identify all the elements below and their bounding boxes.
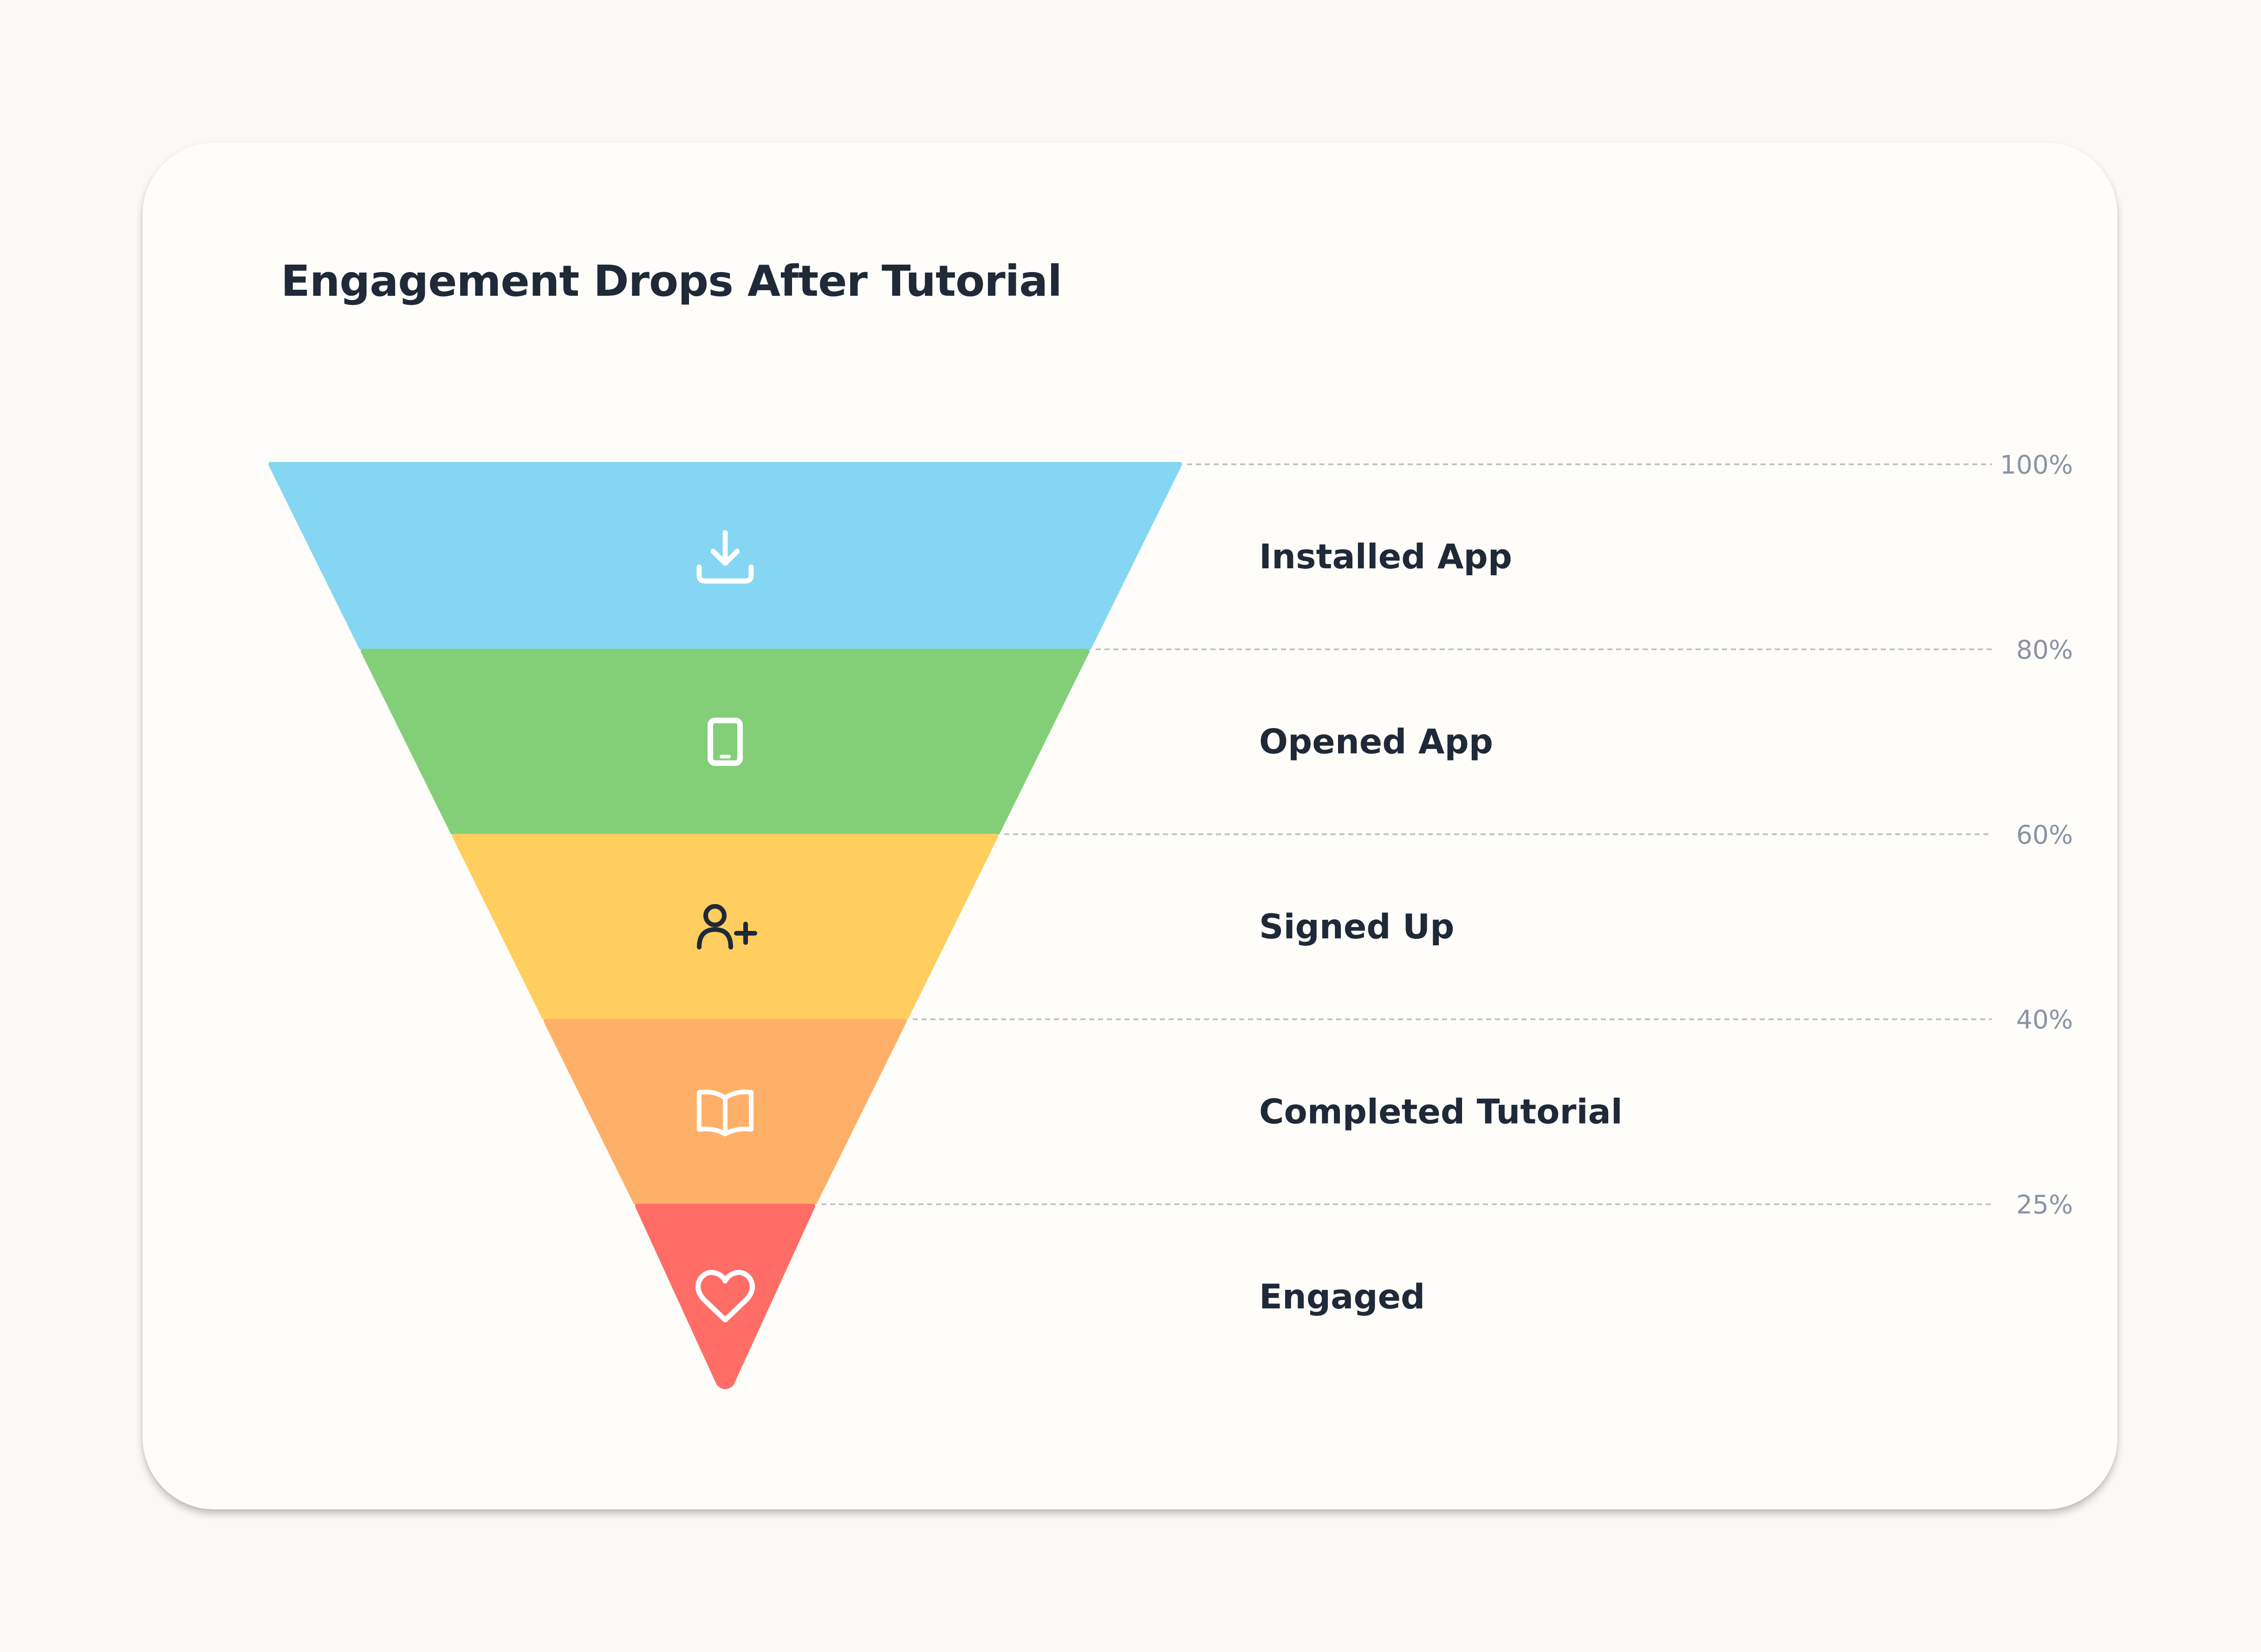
tick-label: 60%	[2016, 820, 2073, 850]
stage-label: Completed Tutorial	[1259, 1092, 1623, 1132]
heart-icon	[695, 1270, 755, 1323]
funnel-segment-opened-app	[360, 649, 1090, 835]
stage-label: Engaged	[1259, 1277, 1425, 1317]
tick-label: 100%	[2000, 450, 2073, 480]
tablet-icon	[708, 717, 743, 766]
tick-label: 40%	[2016, 1005, 2073, 1034]
tick-label: 25%	[2016, 1190, 2073, 1220]
funnel-segment-signed-up	[452, 833, 999, 1020]
tick-labels: 100% 80% 60% 40% 25%	[2000, 450, 2073, 1220]
tick-label: 80%	[2016, 635, 2073, 664]
funnel-icons	[695, 530, 757, 1323]
chart-title: Engagement Drops After Tutorial	[281, 256, 1062, 306]
book-open-icon	[697, 1089, 754, 1137]
gridlines	[821, 463, 1992, 1205]
stage-labels: Installed App Opened App Signed Up Complete…	[1259, 537, 1623, 1317]
stage-label: Opened App	[1259, 722, 1493, 762]
stage-label: Installed App	[1259, 537, 1512, 577]
stage-label: Signed Up	[1259, 907, 1455, 947]
funnel-segment-engaged	[635, 1203, 816, 1389]
user-plus-icon	[697, 904, 757, 950]
download-icon	[696, 530, 754, 584]
funnel-segments	[268, 462, 1182, 1389]
